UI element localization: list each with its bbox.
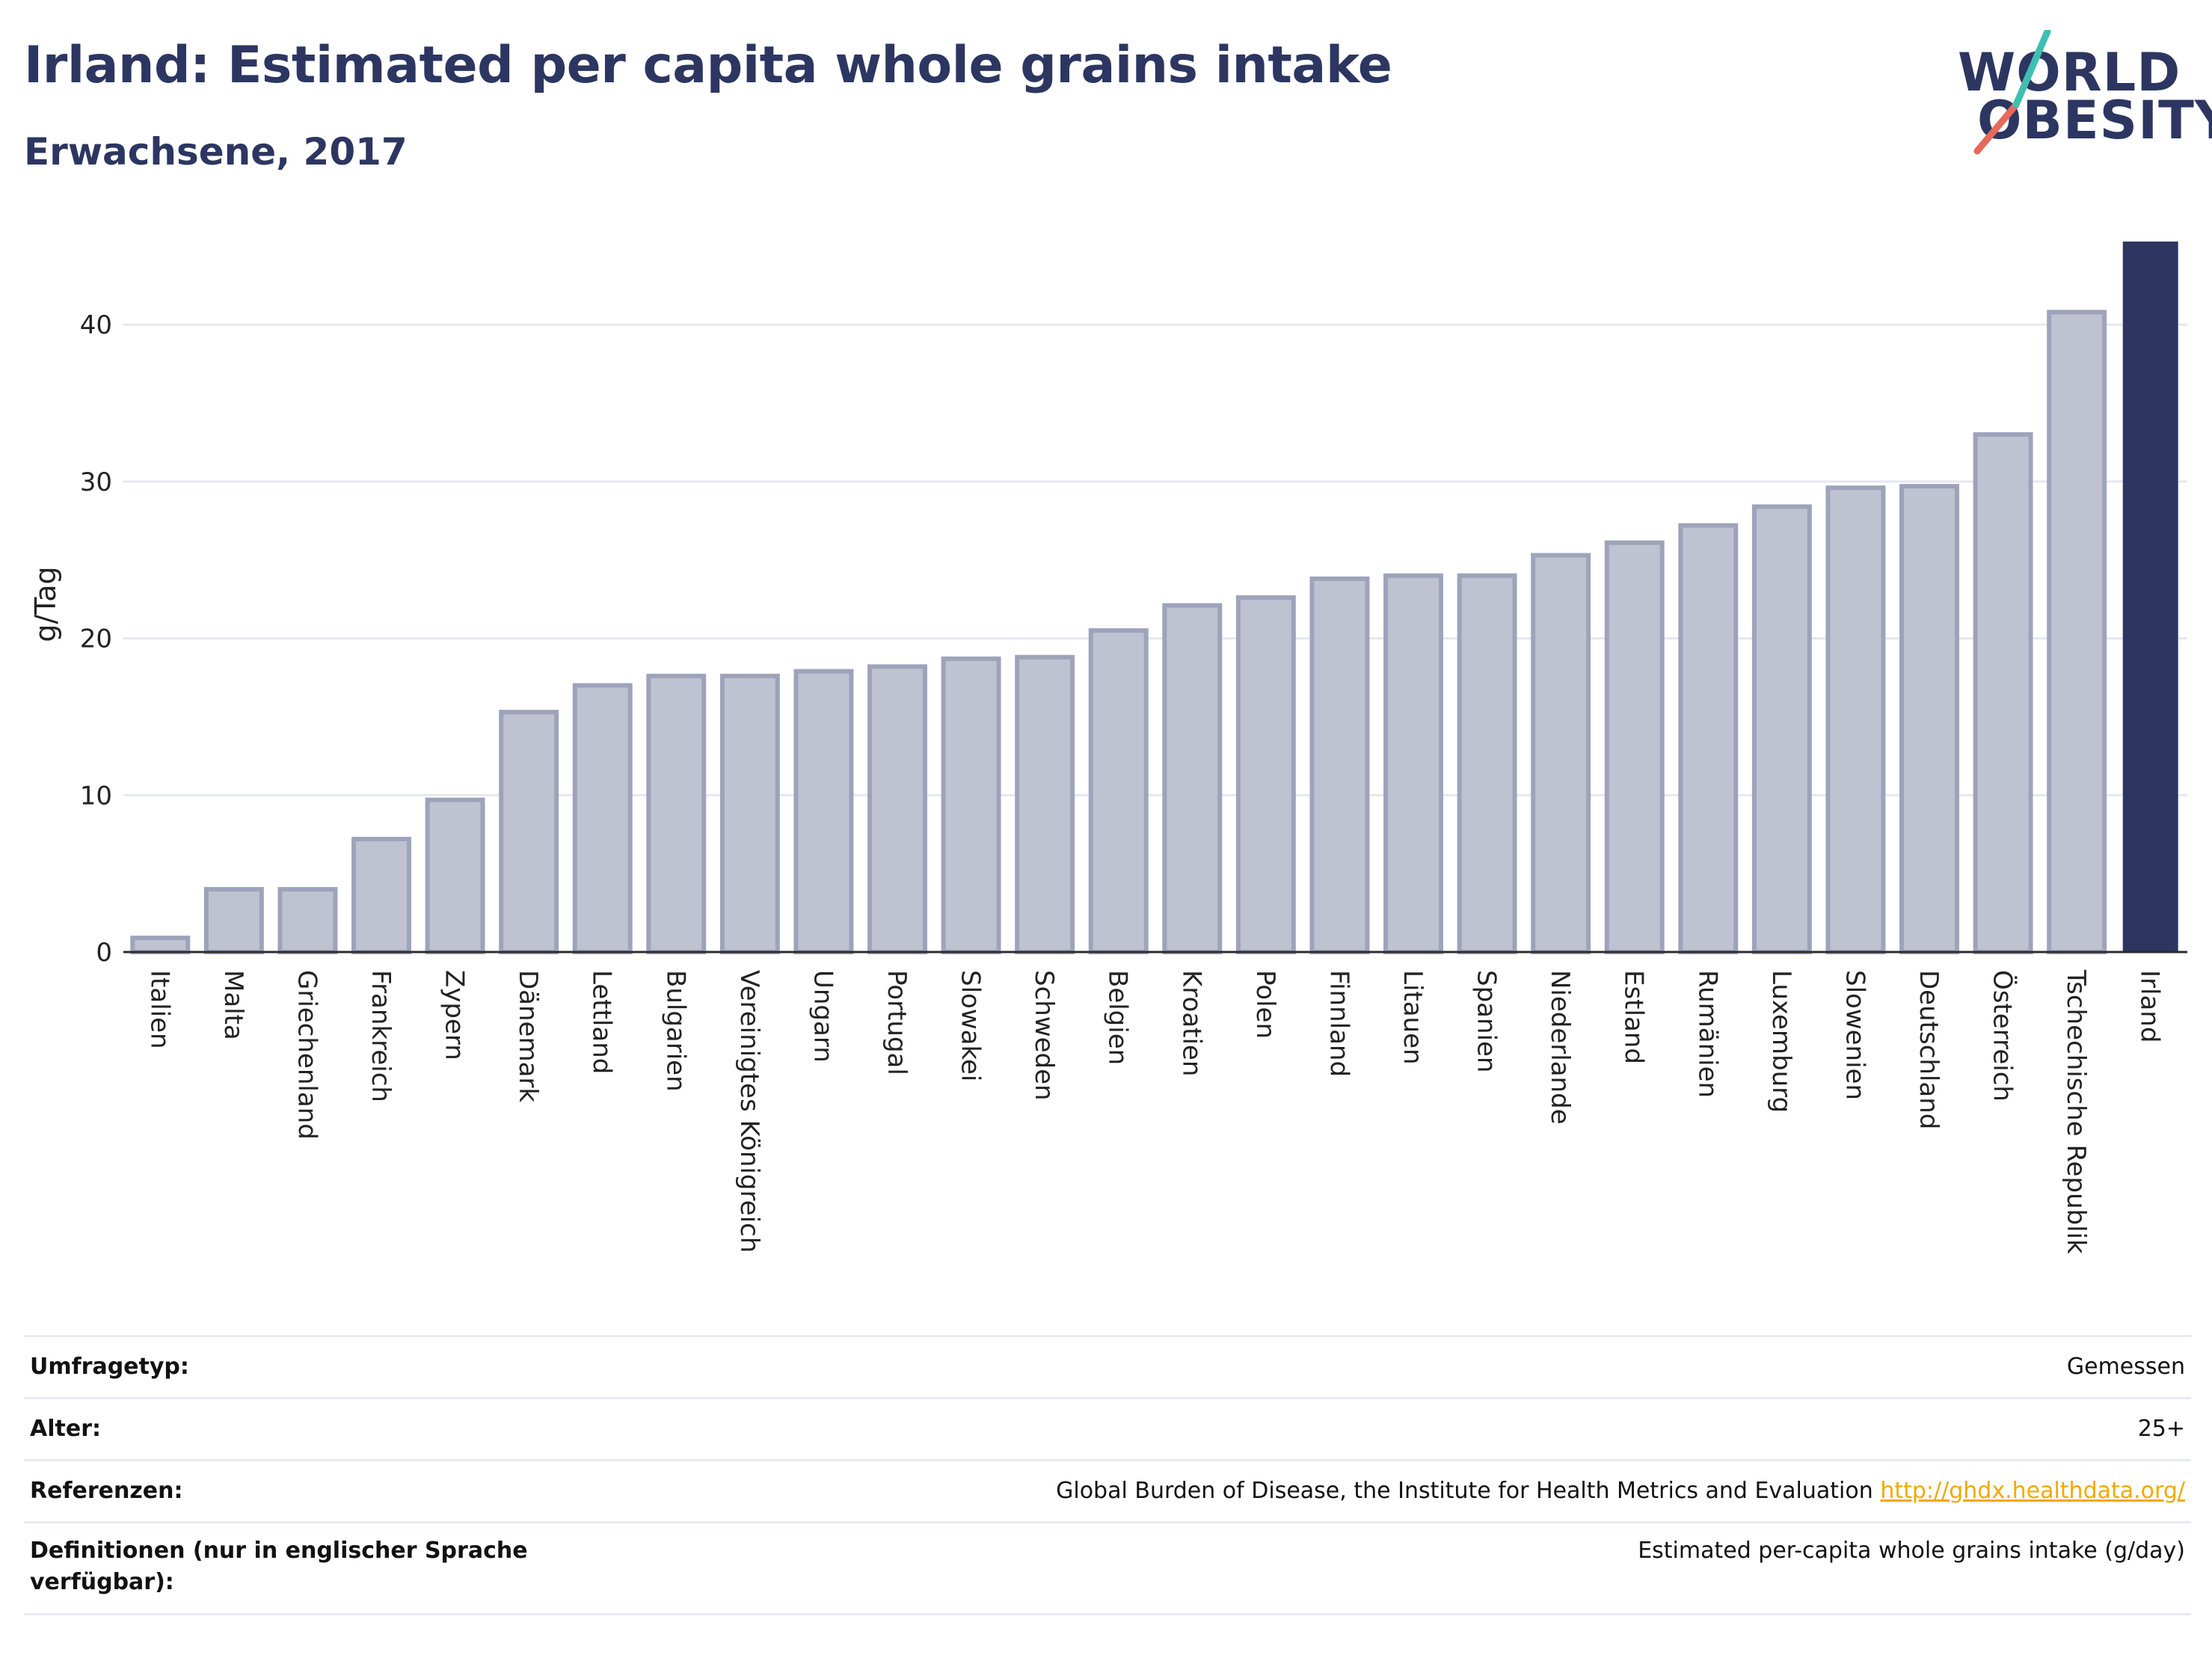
- x-tick-label: Litauen: [1398, 970, 1428, 1065]
- bar-dänemark: [499, 710, 559, 955]
- info-value: Gemessen: [2066, 1354, 2185, 1380]
- info-row-definitions: Definitionen (nur in englischer Sprache …: [24, 1521, 2191, 1615]
- info-row-survey-type: Umfragetyp: Gemessen: [24, 1335, 2191, 1397]
- bar-lettland: [572, 683, 633, 954]
- reference-link[interactable]: http://ghdx.healthdata.org/: [1880, 1478, 2185, 1504]
- info-table: Umfragetyp: Gemessen Alter: 25+ Referenz…: [24, 1335, 2191, 1615]
- x-tick-label: Österreich: [1988, 970, 2018, 1102]
- x-tick-label: Schweden: [1029, 970, 1059, 1101]
- x-tick-label: Spanien: [1472, 970, 1502, 1072]
- bar-frankreich: [351, 837, 411, 955]
- bar-kroatien: [1162, 603, 1223, 955]
- logo-line-1: WORLD: [1958, 42, 2181, 103]
- y-tick-label: 0: [96, 938, 112, 968]
- info-value: Global Burden of Disease, the Institute …: [1056, 1476, 2185, 1507]
- x-tick-label: Bulgarien: [660, 970, 690, 1092]
- bars: [130, 242, 2178, 955]
- chart-title: Irland: Estimated per capita whole grain…: [24, 36, 1392, 95]
- y-axis-label: g/Tag: [29, 566, 62, 642]
- x-tick-labels: Italien Malta Griechenland Frankreich Zypern…: [144, 969, 2164, 1254]
- x-tick-label: Malta: [218, 970, 248, 1040]
- x-tick-label: Estland: [1619, 970, 1649, 1064]
- x-tick-label: Italien: [144, 970, 174, 1049]
- bar-polen: [1235, 595, 1296, 955]
- x-tick-label: Portugal: [882, 970, 912, 1075]
- x-tick-label: Griechenland: [292, 970, 322, 1140]
- bar-slowenien: [1825, 485, 1886, 954]
- bar-tschechische-republik: [2047, 310, 2107, 955]
- bar-italien: [130, 936, 191, 955]
- info-row-references: Referenzen: Global Burden of Disease, th…: [24, 1459, 2191, 1521]
- info-label: Umfragetyp:: [30, 1354, 189, 1380]
- bar-deutschland: [1899, 484, 1959, 954]
- x-tick-label: Zypern: [440, 970, 470, 1060]
- x-tick-label: Rumänien: [1692, 970, 1722, 1098]
- bar-belgien: [1088, 628, 1149, 955]
- bar-zypern: [425, 797, 485, 954]
- x-tick-label: Irland: [2135, 970, 2165, 1043]
- bar-portugal: [867, 664, 927, 954]
- x-tick-label: Polen: [1250, 970, 1280, 1039]
- bar-schweden: [1015, 654, 1075, 954]
- bar-chart: 0 10 20 30 40 Italien Malta Griechenland Frankr…: [29, 242, 2187, 1254]
- y-tick-label: 20: [80, 624, 112, 654]
- bar-irland: [2122, 242, 2178, 952]
- bar-rumänien: [1678, 523, 1739, 954]
- x-tick-label: Vereinigtes Königreich: [734, 970, 764, 1253]
- reference-text: Global Burden of Disease, the Institute …: [1056, 1478, 1873, 1504]
- info-row-age: Alter: 25+: [24, 1397, 2191, 1459]
- info-label: Definitionen (nur in englischer Sprache …: [30, 1538, 528, 1595]
- y-tick-labels: 0 10 20 30 40: [80, 310, 112, 968]
- x-tick-label: Dänemark: [513, 970, 543, 1102]
- info-label: Referenzen:: [30, 1478, 183, 1504]
- info-value: 25+: [2137, 1416, 2185, 1442]
- bar-litauen: [1383, 573, 1443, 954]
- x-tick-label: Niederlande: [1545, 970, 1575, 1125]
- world-obesity-logo: WORLD OBESITY: [1944, 30, 2212, 165]
- bar-niederlande: [1531, 553, 1591, 955]
- y-tick-label: 10: [80, 781, 112, 811]
- bar-luxemburg: [1751, 504, 1812, 954]
- info-value: Estimated per-capita whole grains intake…: [1638, 1538, 2185, 1564]
- x-tick-label: Kroatien: [1176, 970, 1206, 1076]
- x-tick-label: Finnland: [1324, 970, 1354, 1077]
- bar-slowakei: [941, 656, 1001, 955]
- x-tick-label: Ungarn: [808, 970, 838, 1063]
- y-tick-label: 40: [80, 310, 112, 340]
- x-tick-label: Tschechische Republik: [2061, 969, 2091, 1254]
- x-tick-label: Deutschland: [1914, 970, 1944, 1129]
- bar-griechenland: [277, 887, 338, 955]
- bar-malta: [203, 887, 264, 955]
- bar-estland: [1604, 540, 1665, 955]
- bar-österreich: [1973, 432, 2033, 954]
- bar-vereinigtes-königreich: [719, 673, 780, 954]
- x-tick-label: Lettland: [587, 970, 617, 1074]
- chart-subtitle: Erwachsene, 2017: [24, 130, 408, 174]
- x-tick-label: Slowakei: [956, 970, 986, 1081]
- bar-ungarn: [793, 669, 854, 955]
- bar-bulgarien: [646, 673, 707, 954]
- x-tick-label: Slowenien: [1840, 970, 1870, 1100]
- bar-spanien: [1457, 573, 1517, 954]
- y-tick-label: 30: [80, 467, 112, 497]
- info-label: Alter:: [30, 1416, 101, 1442]
- logo-slash-icon: [1973, 30, 2051, 155]
- x-tick-label: Belgien: [1103, 970, 1133, 1065]
- bar-finnland: [1309, 576, 1370, 954]
- x-tick-label: Luxemburg: [1766, 970, 1796, 1113]
- x-tick-label: Frankreich: [366, 970, 396, 1102]
